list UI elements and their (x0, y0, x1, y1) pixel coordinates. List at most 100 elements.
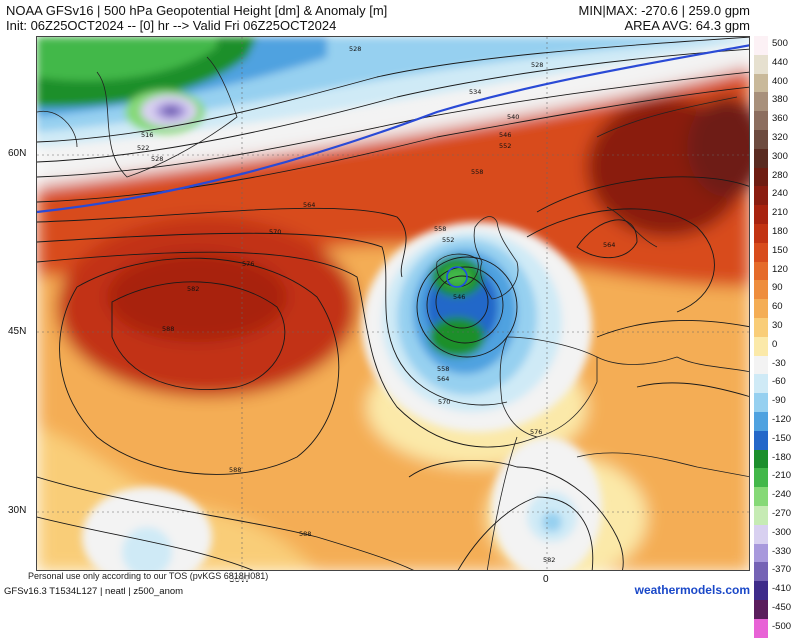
contour-label: 552 (499, 142, 511, 150)
colorbar-tick-label: 280 (772, 169, 788, 181)
colorbar-swatch (754, 393, 768, 412)
colorbar-swatch (754, 374, 768, 394)
colorbar-row: 380 (754, 92, 800, 112)
title-line-2: Init: 06Z25OCT2024 -- [0] hr --> Valid F… (6, 18, 337, 33)
colorbar-tick-label: 320 (772, 131, 788, 143)
colorbar-row: -330 (754, 543, 800, 563)
colorbar-row: 240 (754, 186, 800, 206)
model-info: GFSv16.3 T1534L127 | neatl | z500_anom (4, 586, 184, 597)
colorbar-tick-label: 500 (772, 38, 788, 49)
colorbar-swatch (754, 581, 768, 600)
colorbar-swatch (754, 449, 768, 469)
contour-label: 582 (187, 285, 199, 293)
disclaimer-text: Personal use only according to our TOS (… (28, 571, 269, 581)
colorbar-tick-label: 360 (772, 113, 788, 125)
colorbar-tick-label: 120 (772, 263, 788, 275)
colorbar-swatch (754, 336, 768, 356)
height-contours (37, 37, 749, 570)
colorbar-tick-label: -330 (772, 545, 792, 557)
colorbar-tick-label: 30 (772, 319, 783, 331)
colorbar-row: -270 (754, 505, 800, 525)
contour-label: 570 (269, 228, 281, 236)
colorbar-swatch (754, 205, 768, 224)
colorbar-row: -180 (754, 449, 800, 469)
stats-block: MIN|MAX: -270.6 | 259.0 gpm AREA AVG: 64… (579, 3, 751, 33)
colorbar-swatch (754, 54, 768, 74)
colorbar-swatch (754, 280, 768, 300)
colorbar-row: 210 (754, 205, 800, 224)
colorbar-tick-label: 240 (772, 188, 788, 200)
colorbar-swatch (754, 111, 768, 130)
colorbar-swatch (754, 129, 768, 149)
colorbar-tick-label: 60 (772, 301, 783, 313)
colorbar-row: 440 (754, 54, 800, 74)
colorbar-row: -150 (754, 430, 800, 450)
graticule (37, 37, 749, 570)
colorbar-swatch (754, 355, 768, 375)
colorbar-row: 280 (754, 167, 800, 187)
colorbar-swatch (754, 242, 768, 262)
contour-label: 576 (530, 428, 542, 436)
colorbar-row: -90 (754, 393, 800, 412)
colorbar-tick-label: -500 (772, 620, 792, 632)
colorbar-row: 400 (754, 73, 800, 93)
colorbar-swatch (754, 148, 768, 168)
contour-label: 534 (469, 88, 481, 96)
contour-label: 576 (242, 260, 254, 268)
lat-label-30n: 30N (8, 505, 27, 516)
contour-label: 522 (137, 144, 149, 152)
colorbar-tick-label: 210 (772, 207, 788, 219)
colorbar-swatch (754, 618, 768, 638)
lon-label-0: 0 (543, 574, 549, 585)
colorbar-tick-label: 400 (772, 75, 788, 87)
contour-label: 546 (499, 131, 511, 139)
colorbar-tick-label: -450 (772, 601, 792, 613)
contour-label: 564 (603, 241, 615, 249)
colorbar-tick-label: -180 (772, 451, 792, 463)
contour-label: 558 (434, 225, 446, 233)
contour-label: 588 (299, 530, 311, 538)
colorbar-swatch (754, 524, 768, 544)
colorbar-swatch (754, 468, 768, 488)
colorbar-row: 500 (754, 36, 800, 55)
colorbar-row: 60 (754, 299, 800, 318)
contour-labels: 516 522 528 528 528 534 540 546 552 558 … (137, 45, 615, 564)
contour-label: 588 (162, 325, 174, 333)
colorbar-row: -500 (754, 618, 800, 638)
colorbar-swatch (754, 73, 768, 93)
contour-label: 570 (438, 398, 450, 406)
colorbar-tick-label: 90 (772, 282, 783, 294)
contour-label: 528 (349, 45, 361, 53)
colorbar-swatch (754, 411, 768, 431)
colorbar-row: 360 (754, 111, 800, 130)
colorbar-legend: 500 440 400 380 360 320 300 280 240 210 180 150 120 9… (754, 36, 800, 638)
colorbar-tick-label: -240 (772, 489, 792, 501)
contour-label: 552 (442, 236, 454, 244)
colorbar-tick-label: -90 (772, 395, 786, 407)
brand-link[interactable]: weathermodels.com (634, 583, 750, 597)
colorbar-tick-label: -270 (772, 507, 792, 519)
colorbar-tick-label: -300 (772, 526, 792, 538)
colorbar-row: -450 (754, 599, 800, 619)
contour-label: 582 (543, 556, 555, 564)
colorbar-row: -240 (754, 487, 800, 506)
area-avg-text: AREA AVG: 64.3 gpm (624, 18, 751, 33)
contour-label: 546 (453, 293, 465, 301)
title-line-1: NOAA GFSv16 | 500 hPa Geopotential Heigh… (6, 3, 388, 18)
chart-title: NOAA GFSv16 | 500 hPa Geopotential Heigh… (6, 3, 387, 33)
colorbar-swatch (754, 261, 768, 281)
colorbar-row: 320 (754, 129, 800, 149)
contour-label: 540 (507, 113, 519, 121)
colorbar-tick-label: 300 (772, 150, 788, 162)
colorbar-tick-label: -120 (772, 413, 792, 425)
colorbar-tick-label: -150 (772, 432, 792, 444)
colorbar-tick-label: 150 (772, 244, 788, 256)
colorbar-row: -370 (754, 562, 800, 582)
contour-540 (37, 44, 749, 214)
contour-label: 516 (141, 131, 153, 139)
colorbar-swatch (754, 599, 768, 619)
contour-label: 528 (531, 61, 543, 69)
colorbar-row: -30 (754, 355, 800, 375)
lat-label-60n: 60N (8, 148, 27, 159)
colorbar-swatch (754, 223, 768, 243)
